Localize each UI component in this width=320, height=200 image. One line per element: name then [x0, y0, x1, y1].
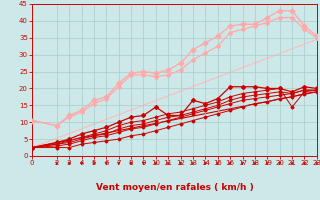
X-axis label: Vent moyen/en rafales ( km/h ): Vent moyen/en rafales ( km/h ): [96, 183, 253, 192]
